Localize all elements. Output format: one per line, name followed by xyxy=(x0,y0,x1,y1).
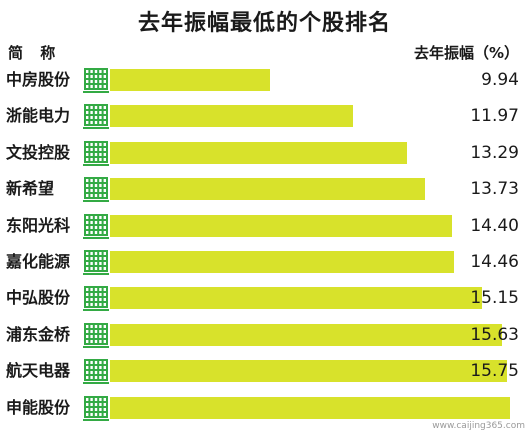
building-icon xyxy=(83,212,109,240)
building-icon xyxy=(83,139,109,167)
bar xyxy=(110,178,425,201)
value-label: 15.15 xyxy=(470,288,519,309)
building-icon xyxy=(83,175,109,203)
building-icon xyxy=(83,357,109,385)
bar xyxy=(110,141,407,164)
bar xyxy=(110,105,353,128)
bar xyxy=(110,287,483,310)
category-header: 简 称 xyxy=(8,44,62,62)
value-label: 11.97 xyxy=(470,106,519,127)
bar xyxy=(110,69,271,91)
category-label: 中房股份 xyxy=(6,70,71,89)
category-label: 嘉化能源 xyxy=(6,252,71,271)
category-label: 申能股份 xyxy=(6,397,71,417)
building-icon xyxy=(83,66,109,94)
building-icon xyxy=(83,102,109,130)
category-label: 航天电器 xyxy=(6,361,71,381)
value-label: 14.46 xyxy=(470,252,519,272)
category-label: 中弘股份 xyxy=(6,288,71,308)
category-label: 浦东金桥 xyxy=(6,324,71,344)
chart-title: 去年振幅最低的个股排名 xyxy=(137,11,391,36)
bar xyxy=(110,323,502,346)
category-label: 文投控股 xyxy=(6,142,71,162)
value-label: 15.63 xyxy=(470,324,519,345)
bar xyxy=(110,396,510,419)
building-icon xyxy=(83,394,109,422)
category-label: 东阳光科 xyxy=(6,215,71,235)
value-label: 9.94 xyxy=(481,70,519,90)
category-label: 浙能电力 xyxy=(6,106,71,126)
building-icon xyxy=(83,284,109,312)
value-label: 15.75 xyxy=(470,361,519,382)
building-icon xyxy=(83,321,109,349)
bar xyxy=(110,214,452,237)
value-label: 14.40 xyxy=(470,215,519,236)
category-label: 新希望 xyxy=(6,179,55,199)
bar xyxy=(110,360,507,383)
building-icon xyxy=(83,248,109,276)
value-header: 去年振幅（%） xyxy=(413,44,519,62)
value-label: 13.73 xyxy=(470,179,519,200)
value-label: 13.29 xyxy=(470,142,519,163)
site-watermark: www.caijing365.com xyxy=(432,421,525,431)
bar xyxy=(110,251,455,273)
